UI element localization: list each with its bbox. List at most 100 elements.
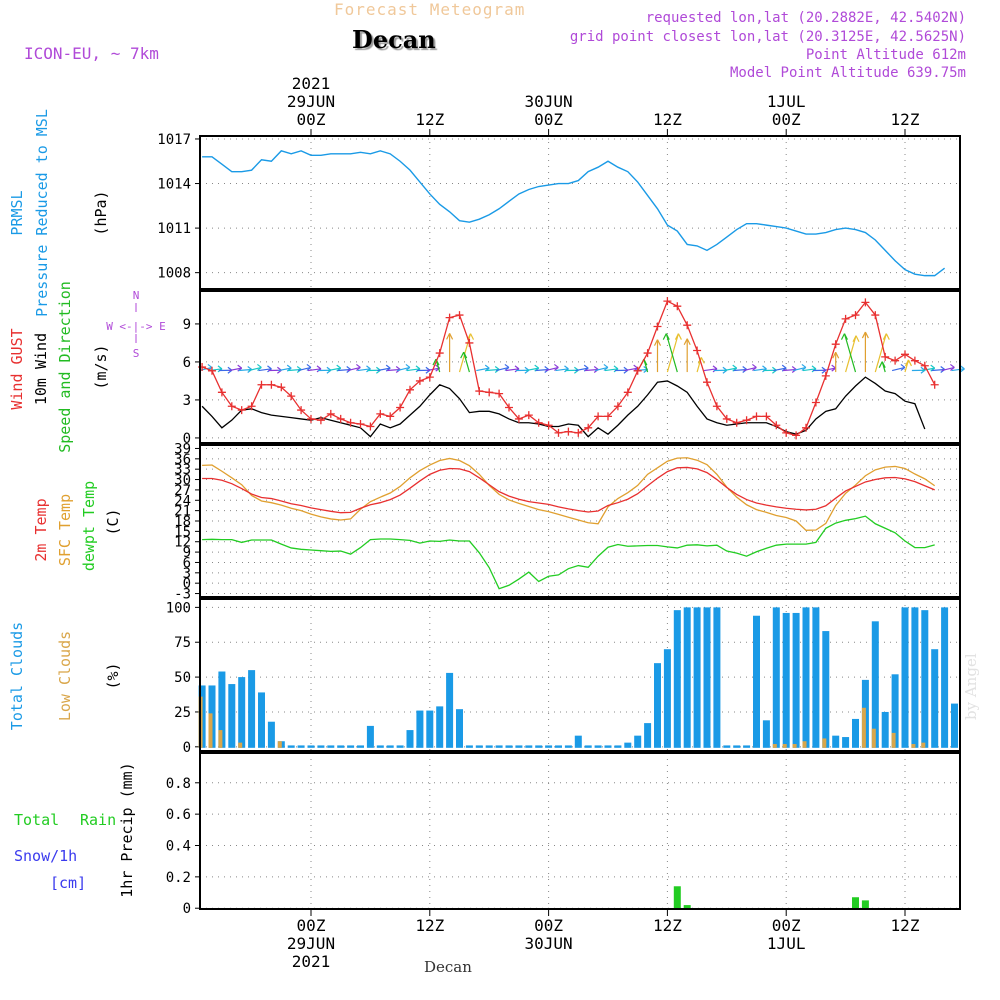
label-hpa: (hPa) (92, 190, 110, 235)
wind-gust-marker (871, 311, 880, 320)
wind-direction-arrow (258, 368, 272, 372)
wind-direction-arrow (843, 333, 857, 373)
wind-direction-arrow (377, 367, 391, 372)
wind-gust-marker (762, 412, 771, 421)
wind-direction-arrowhead (960, 365, 965, 373)
wind-direction-arrowhead (752, 363, 757, 371)
wind-gust-marker (811, 398, 820, 407)
wind-direction-arrow (874, 333, 887, 373)
x-label-bottom: 12Z (891, 916, 920, 935)
total-cloud-bar (416, 710, 424, 748)
wind-direction-arrow (921, 367, 935, 372)
wind-gust-marker (297, 406, 306, 415)
wind-direction-arrow (703, 368, 718, 372)
wind-direction-arrow (604, 368, 619, 372)
total-cloud-bar (495, 745, 503, 748)
total-cloud-bar (812, 607, 820, 748)
low-cloud-bar (238, 742, 243, 748)
total-cloud-bar (218, 671, 226, 748)
wind-gust-marker (227, 402, 236, 411)
label-2m-temp: 2m Temp (32, 498, 50, 561)
wind-direction-arrowhead (781, 364, 787, 372)
label-low-clouds: Low Clouds (56, 631, 74, 721)
label-snow: Snow/1h (14, 847, 77, 865)
wind-gust-marker (544, 421, 553, 430)
wind-gust-marker (772, 421, 781, 430)
wind-direction-arrowhead (257, 363, 262, 371)
total-cloud-bar (723, 745, 731, 748)
total-cloud-bar (485, 745, 493, 748)
total-cloud-bar (842, 737, 850, 748)
y-tick-label: 9 (183, 545, 191, 561)
panel-frame (199, 752, 961, 910)
wind-gust-marker (237, 406, 246, 415)
wind-direction-arrowhead (534, 364, 540, 372)
total-cloud-bar (881, 711, 889, 748)
total-cloud-bar (654, 663, 661, 748)
wind-gust-marker (425, 373, 434, 382)
wind-direction-arrow (575, 367, 589, 372)
wind-gust-marker (465, 338, 474, 347)
label-wind-gust: Wind GUST (8, 328, 26, 409)
x-label-top: 29JUN (287, 92, 335, 111)
wind-speed-line (201, 376, 926, 438)
x-label-top: 12Z (415, 110, 444, 129)
total-cloud-bar (852, 718, 859, 748)
y-tick-label: 27 (174, 483, 191, 499)
wind-gust-marker (613, 402, 622, 411)
label-total: Total (14, 811, 59, 829)
wind-gust-marker (633, 366, 642, 375)
x-label-bottom: 29JUN (287, 934, 335, 953)
wind-gust-marker (732, 418, 741, 427)
compass-west-east: W <-|-> E (106, 320, 166, 333)
y-tick-label: 0 (183, 740, 191, 756)
label-rain: Rain (80, 811, 116, 829)
wind-direction-arrow (941, 366, 955, 372)
wind-gust-marker (316, 416, 325, 425)
total-cloud-bar (505, 745, 513, 748)
wind-gust-marker (584, 423, 593, 432)
total-cloud-bar (921, 610, 929, 748)
total-cloud-bar (426, 710, 434, 748)
wind-gust-marker (277, 383, 286, 392)
x-label-top: 00Z (772, 110, 801, 129)
total-cloud-bar (515, 745, 523, 748)
wind-gust-marker (712, 402, 721, 411)
wind-direction-arrow (594, 366, 609, 372)
wind-gust-marker (920, 361, 929, 370)
low-cloud-bar (792, 744, 797, 748)
total-cloud-bar (465, 745, 473, 748)
total-cloud-bar (317, 745, 325, 748)
wind-direction-arrow (278, 367, 292, 372)
wind-gust-marker (326, 409, 335, 418)
total-cloud-bar (871, 621, 879, 748)
x-label-bottom: 00Z (772, 916, 801, 935)
wind-gust-marker (901, 350, 909, 359)
low-cloud-bar (782, 744, 787, 748)
wind-gust-marker (534, 418, 543, 427)
x-label-top: 12Z (891, 110, 920, 129)
wind-gust-marker (336, 414, 345, 423)
wind-gust-marker (653, 322, 662, 331)
wind-gust-marker (307, 414, 315, 423)
wind-gust-marker (881, 352, 890, 361)
wind-gust-marker (495, 389, 504, 398)
low-cloud-bar (871, 728, 876, 748)
wind-direction-arrow (228, 367, 242, 372)
label-prmsl: PRMSL (8, 190, 26, 235)
total-cloud-bar (287, 745, 295, 748)
total-cloud-bar (673, 610, 681, 748)
total-cloud-bar (525, 745, 533, 748)
y-tick-label: 1014 (157, 177, 191, 193)
panel-frame (199, 135, 961, 290)
y-tick-label: 18 (174, 514, 191, 530)
total-cloud-bar (931, 649, 939, 748)
rain-bar (852, 897, 859, 909)
wind-direction-arrowhead (930, 364, 936, 372)
footer-location: Decan (424, 958, 472, 976)
total-cloud-bar (792, 612, 800, 748)
label-speed-direction: Speed and Direction (56, 281, 74, 453)
wind-direction-arrow (743, 366, 757, 372)
wind-gust-marker (455, 311, 464, 320)
